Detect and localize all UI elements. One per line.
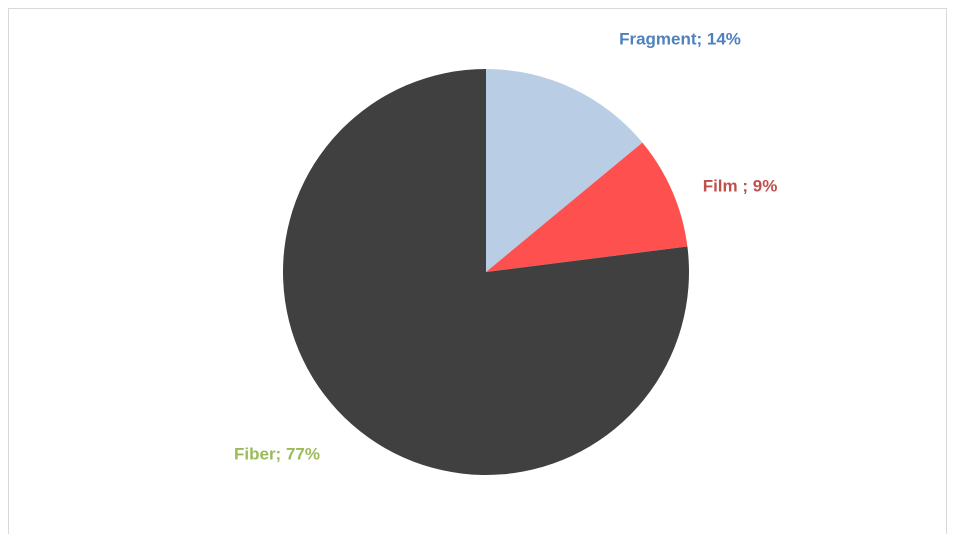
pie-slice [282, 69, 689, 475]
data-label: Fragment; 14% [619, 29, 741, 48]
pie-slice [486, 69, 643, 272]
pie-slice [486, 142, 688, 272]
data-label: Film ; 9% [703, 176, 778, 195]
data-label: Fiber; 77% [234, 444, 320, 463]
